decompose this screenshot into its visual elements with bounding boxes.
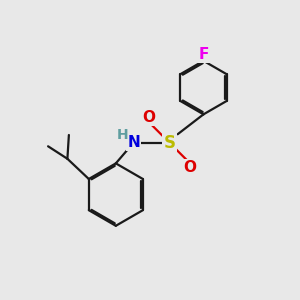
Text: H: H: [116, 128, 128, 142]
Text: O: O: [142, 110, 155, 125]
Text: N: N: [127, 135, 140, 150]
Text: F: F: [198, 47, 209, 62]
Text: O: O: [184, 160, 196, 175]
Text: S: S: [163, 134, 175, 152]
